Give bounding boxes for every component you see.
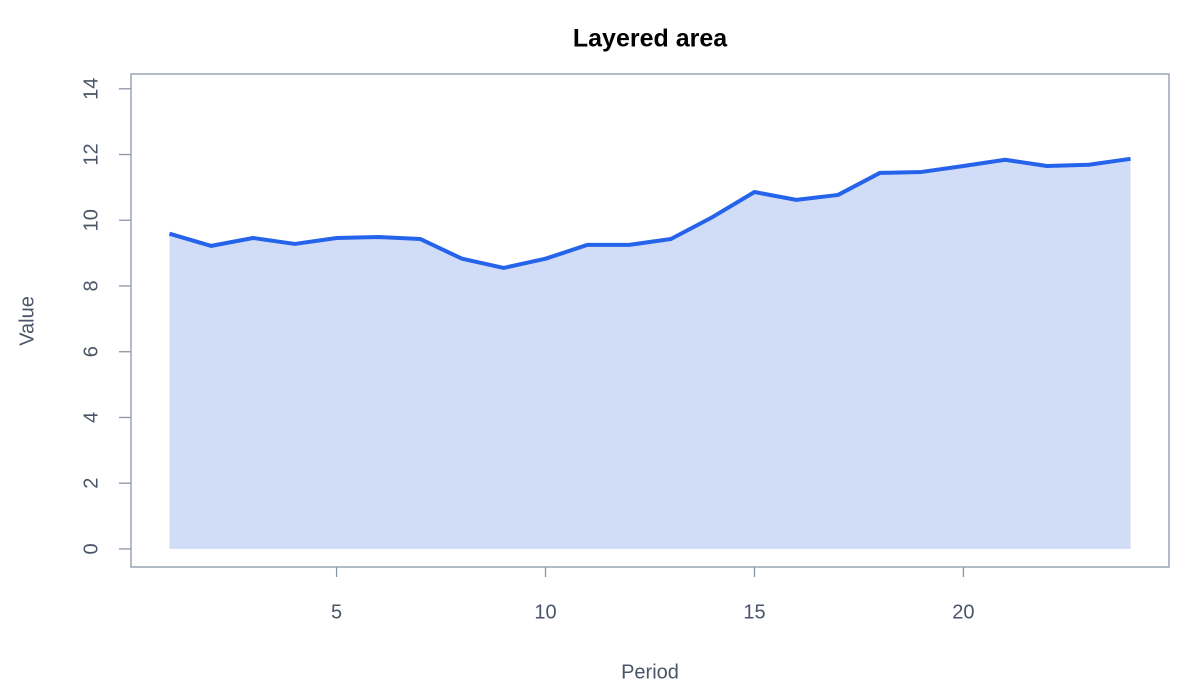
area-line <box>168 156 1131 270</box>
y-tick-label: 6 <box>80 346 102 357</box>
x-tick-label: 5 <box>331 601 342 623</box>
y-tick-label: 8 <box>80 280 102 291</box>
chart-title: Layered area <box>573 25 728 53</box>
x-axis-label: Period <box>621 661 679 683</box>
plot-frame <box>130 73 1170 568</box>
x-tick-label: 15 <box>743 601 765 623</box>
y-tick-label: 0 <box>80 543 102 554</box>
y-tick-label: 10 <box>80 209 102 231</box>
y-tick-label: 12 <box>80 143 102 165</box>
y-axis-label: Value <box>16 296 38 346</box>
y-tick-label: 2 <box>80 478 102 489</box>
x-tick-label: 20 <box>952 601 974 623</box>
y-tick-label: 4 <box>80 412 102 423</box>
area-fill <box>169 158 1131 549</box>
x-tick-label: 10 <box>534 601 556 623</box>
y-tick-label: 14 <box>80 78 102 100</box>
